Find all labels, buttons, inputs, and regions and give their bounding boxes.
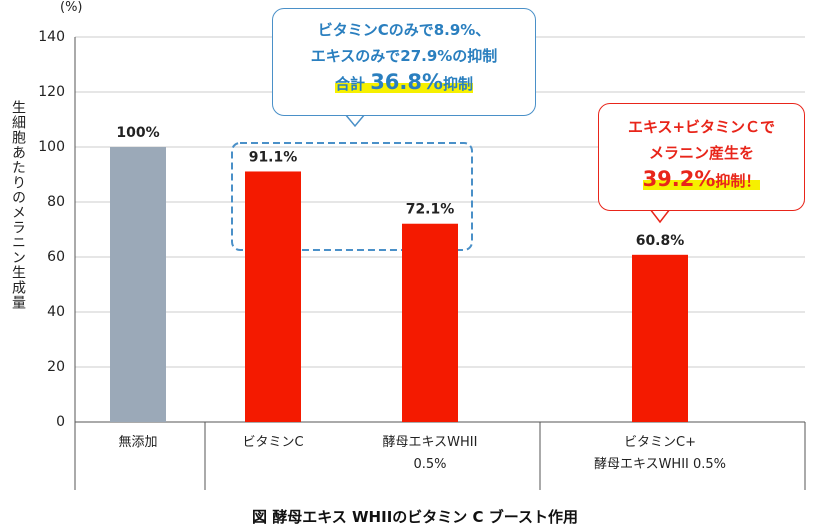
x-tick-label: 無添加 <box>118 435 158 450</box>
callout-line: 合計 36.8%抑制 <box>273 69 535 97</box>
callout-text: 抑制 <box>443 75 474 93</box>
callout-line: 39.2%抑制！ <box>599 166 804 194</box>
value-label: 72.1% <box>406 202 455 218</box>
y-tick-label: 80 <box>47 194 65 210</box>
bar <box>110 147 166 422</box>
group-highlight-box <box>231 142 473 251</box>
y-tick-label: 60 <box>47 249 65 265</box>
callout-text: 39.2% <box>642 167 716 191</box>
y-tick-label: 0 <box>56 414 65 430</box>
y-tick-label: 140 <box>38 29 65 45</box>
y-unit: (%) <box>60 0 83 15</box>
bar <box>632 254 688 422</box>
callout-text: 36.8% <box>370 70 444 94</box>
callout: エキス+ビタミンＣで メラニン産生を 39.2%抑制！ <box>598 103 805 211</box>
callout-text: 合計 <box>334 75 365 93</box>
callout-line: エキス+ビタミンＣで <box>627 118 776 136</box>
callout-line: ビタミンCのみで8.9%、 <box>317 21 491 39</box>
value-label: 100% <box>116 125 159 141</box>
x-tick-label: ビタミンC+ 酵母エキスWHII 0.5% <box>593 435 727 472</box>
y-tick-label: 40 <box>47 304 65 320</box>
callout-line: エキスのみで27.9%の抑制 <box>310 47 498 65</box>
y-tick-label: 100 <box>38 139 65 155</box>
y-tick-label: 20 <box>47 359 65 375</box>
callout-text: 抑制！ <box>715 172 761 190</box>
caption: 図 酵母エキス WHIIのビタミン C ブースト作用 <box>252 508 578 526</box>
callout: ビタミンCのみで8.9%、 エキスのみで27.9%の抑制 合計 36.8%抑制 <box>272 8 536 116</box>
bar <box>245 171 301 422</box>
value-label: 60.8% <box>636 233 685 249</box>
y-tick-label: 120 <box>38 84 65 100</box>
callout-line: メラニン産生を <box>648 144 754 162</box>
x-tick-label: 酵母エキスWHII 0.5% <box>382 435 478 472</box>
y-axis-title: 生細胞あたりのメラニン生成量 <box>10 100 26 310</box>
value-label: 91.1% <box>249 149 298 165</box>
x-tick-label: ビタミンC <box>242 435 304 450</box>
bar <box>402 223 458 422</box>
